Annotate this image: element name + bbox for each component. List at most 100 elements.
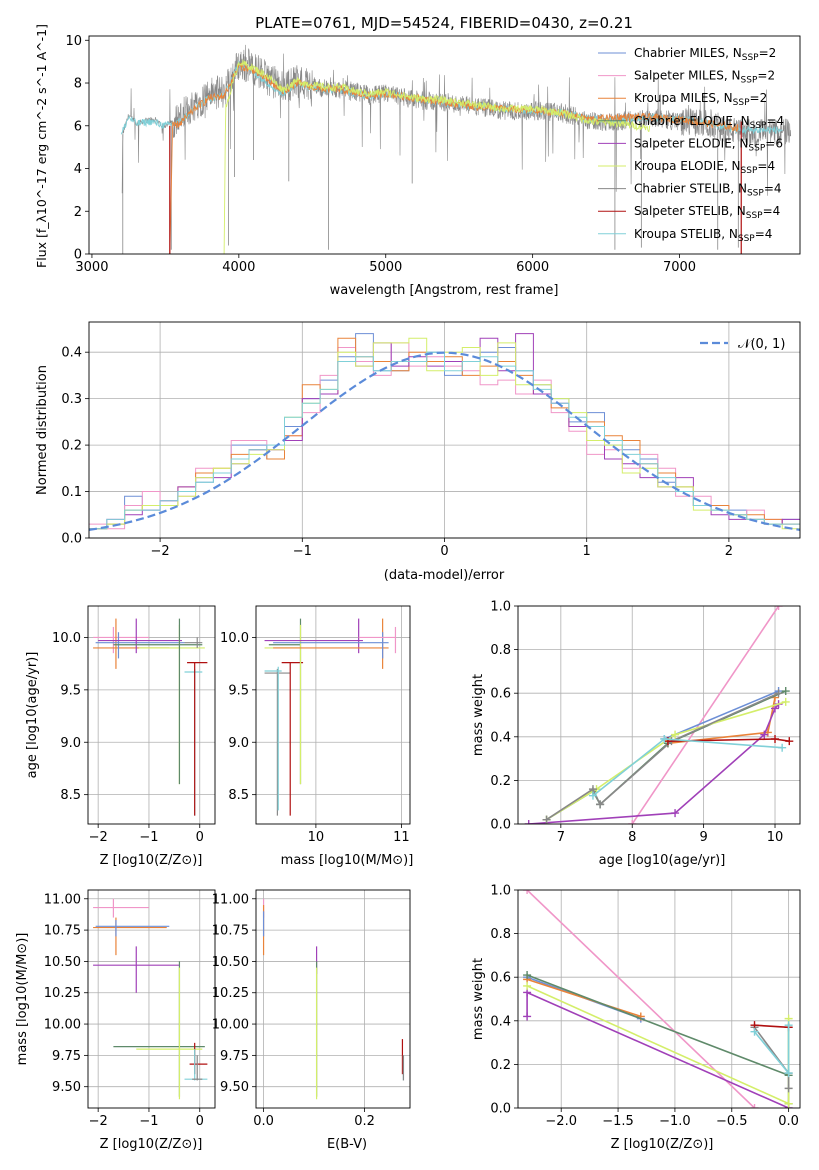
residuals-plot: −2 −1 0 1 2 0.0 0.1 0.2 0.3 0.4 𝒩(0, 1) xyxy=(61,321,801,559)
legend-value: =2 xyxy=(750,91,768,105)
x-tick-label: 0 xyxy=(196,1114,204,1129)
y-tick-label: 1.0 xyxy=(490,884,511,899)
y-tick-label: 10 xyxy=(65,34,82,49)
weight-marker xyxy=(750,1104,759,1108)
mass-vs-extinction-xlabel: E(B-V) xyxy=(327,1137,367,1152)
normal-curve xyxy=(89,351,800,531)
mass-vs-metallicity-ylabel: mass [log10(M/M⊙)] xyxy=(15,933,30,1066)
y-tick-label: 10.00 xyxy=(212,1018,249,1033)
plot-area xyxy=(264,618,397,816)
axes-frame xyxy=(87,889,216,1109)
y-tick-label: 0.3 xyxy=(61,392,82,407)
weight-marker xyxy=(524,820,533,824)
x-tick-label: 0 xyxy=(440,544,448,559)
weight-marker xyxy=(671,809,680,818)
weight-marker xyxy=(784,1021,793,1030)
axes-frame xyxy=(88,35,801,255)
y-tick-label: 0.0 xyxy=(490,1102,511,1117)
y-tick-label: 8 xyxy=(74,77,82,92)
y-tick-label: 10.0 xyxy=(52,631,81,646)
x-tick-label: −2 xyxy=(151,544,170,559)
legend-subscript: SSP xyxy=(748,143,765,153)
y-tick-label: 9.50 xyxy=(220,1080,249,1095)
weight-vs-metallicity-ylabel: mass weight xyxy=(471,958,486,1040)
weight-marker xyxy=(542,815,551,824)
y-tick-label: 10.0 xyxy=(220,631,249,646)
legend-value: =4 xyxy=(755,227,773,241)
weight-marker xyxy=(784,1084,793,1093)
x-tick-label: −0.5 xyxy=(716,1114,748,1129)
legend-value: =2 xyxy=(759,46,777,60)
weight-marker xyxy=(785,737,794,746)
weight-marker xyxy=(760,730,769,739)
age-vs-metallicity-ylabel: age [log10(age/yr)] xyxy=(25,652,40,779)
age-vs-mass-xlabel: mass [log10(M/M⊙)] xyxy=(281,853,414,868)
x-tick-label: 0 xyxy=(196,830,204,845)
x-tick-label: 1 xyxy=(583,544,591,559)
x-tick-label: −2 xyxy=(89,1114,108,1129)
y-tick-label: 10.75 xyxy=(212,924,249,939)
plot-area xyxy=(262,898,405,1100)
y-tick-label: 9.0 xyxy=(228,736,249,751)
x-tick-label: 9 xyxy=(699,830,707,845)
x-tick-label: 7 xyxy=(557,830,565,845)
axes-frame xyxy=(88,321,801,539)
weight-marker xyxy=(588,791,597,800)
age-vs-metallicity-xlabel: Z [log10(Z/Z⊙)] xyxy=(100,853,203,868)
residual-histogram xyxy=(89,351,800,530)
weight-marker xyxy=(671,730,680,739)
x-tick-label: −2 xyxy=(89,830,108,845)
legend-entry: Kroupa ELODIE, NSSP=4 xyxy=(634,159,775,176)
y-tick-label: 0.2 xyxy=(490,774,511,789)
weight-marker xyxy=(778,743,787,752)
x-tick-label: −1.5 xyxy=(602,1114,634,1129)
plot-area xyxy=(89,333,800,531)
y-tick-label: 9.0 xyxy=(60,736,81,751)
legend-entry: Chabrier ELODIE, NSSP=4 xyxy=(634,114,784,131)
weight-vs-metallicity-xlabel: Z [log10(Z/Z⊙)] xyxy=(611,1137,714,1152)
legend-subscript: SSP xyxy=(741,166,758,176)
y-tick-label: 9.5 xyxy=(228,683,249,698)
y-tick-label: 10.75 xyxy=(44,924,81,939)
y-tick-label: 10.25 xyxy=(44,986,81,1001)
plot-area xyxy=(93,618,208,816)
spectrum-xlabel: wavelength [Angstrom, rest frame] xyxy=(330,283,559,298)
y-tick-label: 2 xyxy=(74,205,82,220)
legend-entry: Salpeter ELODIE, NSSP=6 xyxy=(634,136,783,153)
y-tick-label: 0.1 xyxy=(61,485,82,500)
axes-frame xyxy=(87,605,216,825)
y-tick-label: 8.5 xyxy=(228,788,249,803)
plot-area xyxy=(524,606,794,824)
spectrum-plot: 3000 4000 5000 6000 7000 0 2 4 6 8 10 Chabrier MILE… xyxy=(65,34,801,275)
spectrum-ylabel: Flux [f_λ10^-17 erg cm^-2 s^-1 A^-1] xyxy=(34,24,49,268)
axes-frame xyxy=(255,605,411,825)
weight-vs-metallicity-plot: −2.0 −1.5 −1.0 −0.5 0.0 0.0 0.2 0.4 0.6 0.8 1.0 xyxy=(490,884,801,1129)
legend-subscript: SSP xyxy=(733,98,750,108)
y-tick-label: 0.2 xyxy=(490,1058,511,1073)
y-tick-label: 9.75 xyxy=(220,1049,249,1064)
mass-vs-metallicity-xlabel: Z [log10(Z/Z⊙)] xyxy=(100,1137,203,1152)
weight-marker xyxy=(774,606,783,610)
x-tick-label: 2 xyxy=(725,544,733,559)
x-tick-label: −1 xyxy=(293,544,312,559)
x-tick-label: 3000 xyxy=(75,260,108,275)
x-tick-label: −2.0 xyxy=(545,1114,577,1129)
y-tick-label: 10.25 xyxy=(212,986,249,1001)
weight-marker xyxy=(781,697,790,706)
x-tick-label: 0.0 xyxy=(778,1114,799,1129)
legend-entry: Chabrier MILES, NSSP=2 xyxy=(634,46,776,63)
legend-subscript: SSP xyxy=(738,234,755,244)
y-tick-label: 10.50 xyxy=(44,955,81,970)
y-tick-label: 0.0 xyxy=(61,532,82,547)
legend-value: =4 xyxy=(764,182,782,196)
weight-marker xyxy=(750,1027,759,1036)
weight-marker xyxy=(523,981,532,990)
y-tick-label: 0.0 xyxy=(490,818,511,833)
x-tick-label: 11 xyxy=(393,830,410,845)
legend-subscript: SSP xyxy=(750,121,767,131)
weight-marker xyxy=(784,1069,793,1078)
plot-area xyxy=(120,44,792,254)
legend-subscript: SSP xyxy=(747,189,764,199)
weight-marker xyxy=(771,734,780,743)
